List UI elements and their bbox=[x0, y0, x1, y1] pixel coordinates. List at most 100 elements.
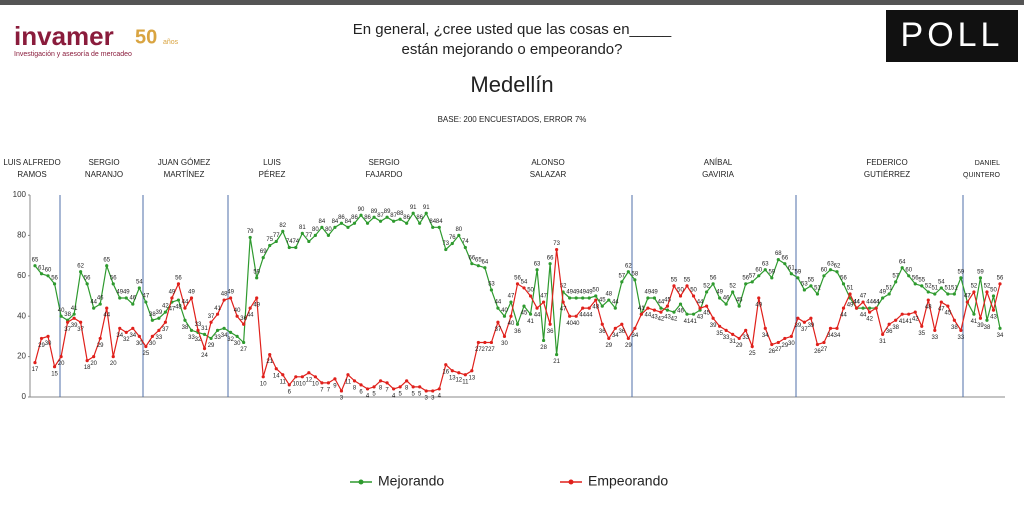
point bbox=[235, 334, 239, 338]
data-label: 35 bbox=[918, 331, 925, 337]
data-label: 86 bbox=[338, 215, 345, 221]
data-label: 65 bbox=[32, 257, 39, 263]
data-label: 54 bbox=[938, 279, 945, 285]
data-label: 37 bbox=[64, 327, 71, 333]
data-label: 44 bbox=[860, 313, 867, 319]
point bbox=[744, 328, 748, 332]
point bbox=[815, 292, 820, 296]
data-label: 50 bbox=[690, 288, 697, 294]
data-label: 11 bbox=[345, 379, 352, 385]
data-label: 47 bbox=[508, 294, 515, 300]
point bbox=[463, 245, 467, 250]
point bbox=[137, 334, 141, 338]
data-label: 10 bbox=[260, 381, 267, 387]
point bbox=[900, 312, 904, 316]
data-label: 44 bbox=[534, 313, 541, 319]
data-label: 61 bbox=[788, 265, 795, 271]
data-label: 59 bbox=[977, 269, 984, 275]
point bbox=[483, 340, 487, 345]
point bbox=[744, 282, 748, 286]
data-label: 7 bbox=[385, 387, 389, 393]
point bbox=[587, 306, 591, 310]
data-label: 33 bbox=[931, 335, 938, 341]
data-label: 56 bbox=[742, 275, 749, 281]
point bbox=[72, 316, 76, 320]
point bbox=[626, 336, 630, 341]
data-label: 86 bbox=[403, 215, 410, 221]
data-label: 88 bbox=[397, 211, 404, 217]
point bbox=[828, 326, 833, 330]
data-label: 46 bbox=[723, 296, 730, 302]
data-label: 45 bbox=[599, 298, 606, 304]
data-label: 27 bbox=[482, 347, 489, 353]
period-label: SERGIO bbox=[368, 158, 399, 167]
data-label: 44 bbox=[853, 300, 860, 306]
point bbox=[150, 334, 154, 338]
data-label: 34 bbox=[834, 333, 841, 339]
data-label: 36 bbox=[886, 329, 893, 335]
point bbox=[242, 322, 246, 326]
data-label: 42 bbox=[658, 317, 665, 323]
point bbox=[555, 352, 559, 357]
data-label: 5 bbox=[412, 391, 416, 397]
data-label: 32 bbox=[195, 337, 202, 343]
point bbox=[489, 288, 494, 292]
point bbox=[483, 266, 487, 270]
data-label: 89 bbox=[371, 209, 378, 215]
point bbox=[835, 270, 839, 274]
point bbox=[835, 326, 839, 330]
data-label: 77 bbox=[273, 233, 280, 239]
data-label: 43 bbox=[651, 315, 658, 321]
data-label: 12 bbox=[306, 377, 313, 383]
data-label: 44 bbox=[866, 300, 873, 306]
point bbox=[378, 219, 383, 223]
data-label: 41 bbox=[638, 306, 645, 312]
point bbox=[952, 292, 956, 296]
point bbox=[848, 296, 852, 300]
data-label: 6 bbox=[288, 389, 292, 395]
point bbox=[548, 322, 552, 326]
point bbox=[763, 268, 767, 272]
data-label: 34 bbox=[762, 333, 769, 339]
point bbox=[320, 225, 324, 229]
data-label: 47 bbox=[560, 307, 567, 313]
point bbox=[300, 231, 304, 235]
data-label: 41 bbox=[684, 319, 691, 325]
data-label: 61 bbox=[38, 265, 45, 271]
point bbox=[841, 282, 846, 286]
point bbox=[457, 233, 461, 237]
data-label: 34 bbox=[827, 333, 834, 339]
point bbox=[326, 233, 331, 237]
data-label: 24 bbox=[201, 353, 208, 359]
period-label: PÉREZ bbox=[259, 170, 286, 179]
point bbox=[157, 328, 161, 332]
data-label: 30 bbox=[788, 341, 795, 347]
point bbox=[633, 326, 637, 330]
data-label: 42 bbox=[866, 317, 873, 323]
data-label: 34 bbox=[997, 333, 1004, 339]
point bbox=[809, 316, 813, 320]
data-label: 56 bbox=[514, 275, 521, 281]
data-label: 21 bbox=[553, 359, 560, 365]
data-label: 45 bbox=[703, 311, 710, 317]
point bbox=[646, 296, 650, 300]
point bbox=[131, 302, 135, 306]
data-label: 91 bbox=[410, 205, 417, 211]
point bbox=[150, 318, 154, 322]
data-label: 50 bbox=[677, 288, 684, 294]
point bbox=[881, 332, 885, 336]
data-label: 8 bbox=[405, 385, 409, 391]
point bbox=[757, 296, 761, 300]
point bbox=[287, 245, 291, 250]
point bbox=[998, 282, 1002, 286]
point bbox=[933, 292, 937, 296]
data-label: 51 bbox=[944, 286, 951, 292]
data-label: 50 bbox=[527, 288, 534, 294]
point bbox=[920, 284, 924, 288]
point bbox=[39, 336, 44, 341]
data-label: 65 bbox=[103, 257, 110, 263]
point bbox=[411, 385, 415, 389]
data-label: 52 bbox=[560, 284, 567, 290]
data-label: 49 bbox=[188, 290, 195, 296]
